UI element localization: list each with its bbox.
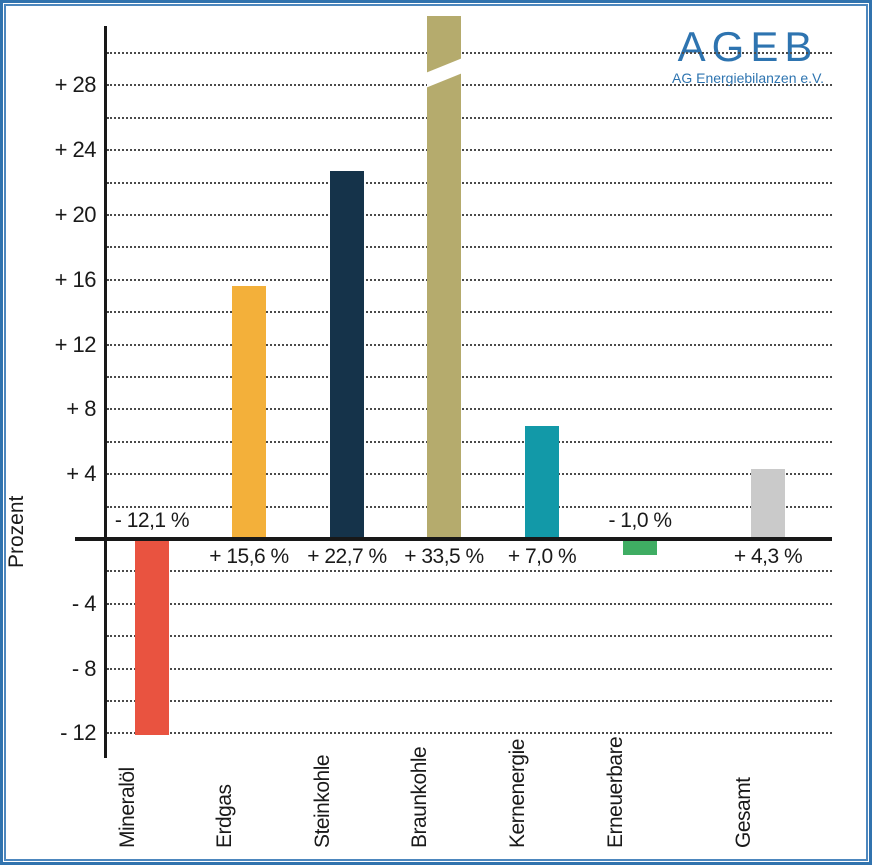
gridline bbox=[107, 732, 832, 735]
value-label: + 4,3 % bbox=[733, 545, 803, 568]
gridline bbox=[107, 149, 832, 152]
category-label: Steinkohle bbox=[311, 754, 334, 848]
gridline bbox=[107, 408, 832, 411]
logo-subtitle: AG Energiebilanzen e.V. bbox=[671, 70, 825, 86]
gridline bbox=[107, 84, 832, 87]
y-tick-label: - 8 bbox=[71, 655, 97, 681]
bar-erneuerbare bbox=[623, 539, 657, 556]
value-label: + 15,6 % bbox=[209, 545, 289, 568]
gridline bbox=[107, 440, 832, 443]
bar-steinkohle bbox=[330, 171, 364, 541]
value-label: - 1,0 % bbox=[608, 509, 672, 532]
ageb-logo: AGEB AG Energiebilanzen e.V. bbox=[663, 23, 833, 87]
bar-mineralöl bbox=[135, 539, 169, 736]
axis-break-mark bbox=[427, 57, 461, 89]
gridline bbox=[107, 343, 832, 346]
value-label: + 22,7 % bbox=[307, 545, 387, 568]
y-axis-title: Prozent bbox=[5, 495, 28, 568]
gridline bbox=[107, 667, 832, 670]
category-label: Mineralöl bbox=[116, 767, 139, 848]
gridline bbox=[107, 602, 832, 605]
gridline bbox=[107, 505, 832, 508]
gridline bbox=[107, 246, 832, 249]
gridline bbox=[107, 570, 832, 573]
gridline bbox=[107, 52, 832, 54]
gridline bbox=[107, 635, 832, 638]
gridline bbox=[107, 278, 832, 281]
gridline bbox=[107, 116, 832, 119]
logo-wordmark: AGEB bbox=[677, 23, 819, 70]
y-tick-label: + 16 bbox=[54, 266, 97, 292]
y-tick-label: + 24 bbox=[54, 137, 97, 163]
category-label: Gesamt bbox=[732, 777, 755, 848]
category-label: Kernenergie bbox=[506, 739, 529, 848]
category-label: Braunkohle bbox=[408, 746, 431, 848]
gridline bbox=[107, 181, 832, 184]
y-tick-label: - 4 bbox=[71, 590, 97, 616]
y-tick-label: + 12 bbox=[54, 331, 97, 357]
value-label: - 12,1 % bbox=[114, 509, 190, 532]
y-tick-label: + 28 bbox=[54, 72, 97, 98]
bar-kernenergie bbox=[525, 425, 559, 541]
y-axis-line bbox=[104, 26, 107, 758]
gridline bbox=[107, 214, 832, 216]
bar-braunkohle bbox=[427, 16, 461, 541]
value-label: + 33,5 % bbox=[404, 545, 484, 568]
x-axis-zero-line bbox=[75, 537, 832, 541]
gridline bbox=[107, 376, 832, 378]
y-tick-label: + 4 bbox=[66, 461, 96, 487]
y-tick-label: + 20 bbox=[54, 202, 97, 227]
bar-gesamt bbox=[751, 469, 785, 541]
category-label: Erneuerbare bbox=[604, 736, 627, 848]
gridline bbox=[107, 311, 832, 314]
gridline bbox=[107, 473, 832, 476]
value-label: + 7,0 % bbox=[507, 545, 577, 568]
y-tick-label: + 8 bbox=[66, 396, 96, 422]
category-label: Erdgas bbox=[213, 784, 236, 848]
bar-erdgas bbox=[232, 286, 266, 541]
gridline bbox=[107, 700, 832, 702]
y-tick-label: - 12 bbox=[60, 720, 96, 746]
